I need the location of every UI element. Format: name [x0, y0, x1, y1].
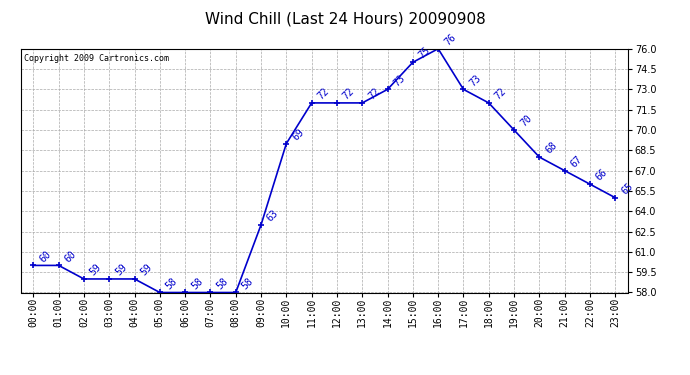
- Text: 73: 73: [392, 73, 407, 88]
- Text: 58: 58: [215, 276, 230, 291]
- Text: Wind Chill (Last 24 Hours) 20090908: Wind Chill (Last 24 Hours) 20090908: [205, 11, 485, 26]
- Text: 72: 72: [341, 86, 357, 102]
- Text: 67: 67: [569, 154, 584, 169]
- Text: 58: 58: [189, 276, 205, 291]
- Text: 58: 58: [240, 276, 255, 291]
- Text: 58: 58: [164, 276, 179, 291]
- Text: 65: 65: [620, 181, 635, 196]
- Text: 66: 66: [594, 167, 609, 183]
- Text: 60: 60: [37, 249, 53, 264]
- Text: 68: 68: [544, 140, 559, 156]
- Text: 70: 70: [518, 113, 533, 129]
- Text: 59: 59: [139, 262, 154, 278]
- Text: 59: 59: [113, 262, 129, 278]
- Text: 73: 73: [468, 73, 483, 88]
- Text: 72: 72: [493, 86, 509, 102]
- Text: 69: 69: [290, 127, 306, 142]
- Text: 76: 76: [442, 32, 457, 47]
- Text: 75: 75: [417, 45, 433, 61]
- Text: 59: 59: [88, 262, 104, 278]
- Text: 72: 72: [316, 86, 331, 102]
- Text: Copyright 2009 Cartronics.com: Copyright 2009 Cartronics.com: [23, 54, 169, 63]
- Text: 63: 63: [265, 208, 281, 224]
- Text: 60: 60: [63, 249, 78, 264]
- Text: 72: 72: [366, 86, 382, 102]
